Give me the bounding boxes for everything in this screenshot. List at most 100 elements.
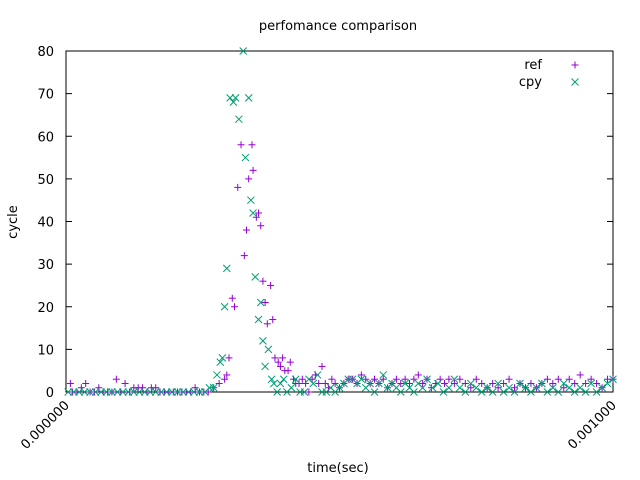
data-point-cpy	[146, 388, 155, 396]
data-point-cpy	[313, 371, 322, 379]
data-point-cpy	[261, 362, 269, 371]
data-point-ref	[234, 183, 242, 191]
data-point-cpy	[251, 273, 260, 281]
data-point-cpy	[554, 388, 563, 396]
data-point-ref	[505, 375, 513, 383]
data-point-ref	[305, 388, 313, 396]
data-point-ref	[576, 371, 584, 379]
data-point-cpy	[499, 388, 508, 396]
data-point-cpy	[598, 383, 606, 392]
data-point-cpy	[234, 115, 243, 124]
data-point-cpy	[86, 388, 94, 396]
data-point-cpy	[538, 379, 546, 388]
data-point-ref	[249, 166, 257, 174]
y-tick-label: 50	[37, 173, 54, 188]
data-point-ref	[328, 375, 336, 383]
data-point-cpy	[259, 336, 267, 345]
y-tick-label: 20	[37, 301, 54, 316]
data-point-cpy	[91, 388, 100, 396]
data-point-cpy	[516, 379, 524, 388]
data-point-ref	[295, 379, 303, 387]
data-point-ref	[237, 141, 245, 149]
data-point-ref	[371, 375, 379, 383]
data-point-cpy	[239, 47, 248, 55]
data-point-ref	[121, 379, 129, 387]
data-point-ref	[527, 379, 535, 387]
data-point-ref	[125, 388, 133, 396]
data-point-ref	[587, 375, 595, 383]
data-point-ref	[549, 379, 557, 387]
data-point-ref	[221, 375, 229, 383]
data-point-cpy	[270, 379, 278, 388]
data-point-ref	[255, 209, 263, 217]
data-point-ref	[286, 358, 294, 366]
data-point-ref	[245, 175, 253, 183]
data-point-ref	[410, 375, 418, 383]
data-point-ref	[248, 141, 256, 149]
data-point-cpy	[69, 388, 78, 396]
data-point-ref	[494, 384, 502, 392]
data-point-cpy	[510, 388, 519, 396]
data-point-ref	[445, 375, 453, 383]
data-point-cpy	[548, 383, 557, 392]
y-tick-label: 30	[37, 258, 54, 273]
data-point-ref	[582, 379, 590, 387]
chart-title: perfomance comparison	[259, 19, 417, 34]
data-point-cpy	[256, 298, 265, 307]
data-point-ref	[274, 358, 282, 366]
data-point-cpy	[603, 379, 612, 388]
data-point-ref	[397, 379, 405, 387]
data-point-cpy	[129, 388, 138, 396]
data-point-cpy	[587, 379, 595, 388]
data-point-cpy	[366, 379, 374, 388]
data-point-cpy	[428, 383, 437, 392]
data-point-cpy	[213, 371, 221, 379]
data-point-cpy	[247, 196, 255, 205]
data-point-cpy	[461, 388, 470, 396]
data-point-cpy	[576, 383, 585, 392]
data-point-ref	[152, 384, 160, 392]
data-point-cpy	[532, 383, 541, 392]
data-point-cpy	[124, 388, 133, 396]
data-point-ref	[511, 384, 519, 392]
data-point-ref	[284, 367, 292, 375]
data-point-cpy	[379, 371, 388, 379]
data-point-ref	[308, 375, 316, 383]
data-point-cpy	[472, 383, 481, 392]
data-point-ref	[276, 362, 284, 370]
data-point-cpy	[184, 388, 193, 396]
legend: ref cpy	[519, 58, 579, 90]
data-point-cpy	[222, 264, 231, 273]
data-point-ref	[472, 375, 480, 383]
data-point-cpy	[609, 375, 617, 384]
data-point-cpy	[229, 98, 238, 107]
data-point-ref	[230, 303, 238, 311]
y-axis-ticks: 0 10 20 30 40 50 60 70 80	[37, 45, 613, 401]
data-point-cpy	[140, 388, 149, 396]
data-point-cpy	[108, 388, 116, 396]
data-point-ref	[243, 226, 251, 234]
data-point-cpy	[439, 388, 448, 396]
data-point-cpy	[102, 388, 111, 396]
data-point-cpy	[287, 383, 296, 392]
data-point-ref	[419, 379, 427, 387]
data-point-ref	[392, 375, 400, 383]
data-point-cpy	[357, 375, 366, 384]
data-point-ref	[112, 375, 120, 383]
data-point-cpy	[445, 383, 453, 392]
data-point-ref	[357, 371, 365, 379]
data-point-cpy	[254, 315, 263, 324]
data-point-cpy	[216, 358, 225, 367]
data-point-ref	[279, 354, 287, 362]
data-point-cpy	[97, 388, 105, 396]
data-point-cpy	[264, 345, 273, 354]
data-point-ref	[257, 222, 265, 230]
data-point-ref	[263, 320, 271, 328]
data-point-ref	[271, 354, 279, 362]
data-point-cpy	[543, 388, 552, 396]
data-point-ref	[228, 294, 236, 302]
data-point-ref	[298, 375, 306, 383]
data-point-ref	[571, 379, 579, 387]
data-point-ref	[321, 379, 329, 387]
